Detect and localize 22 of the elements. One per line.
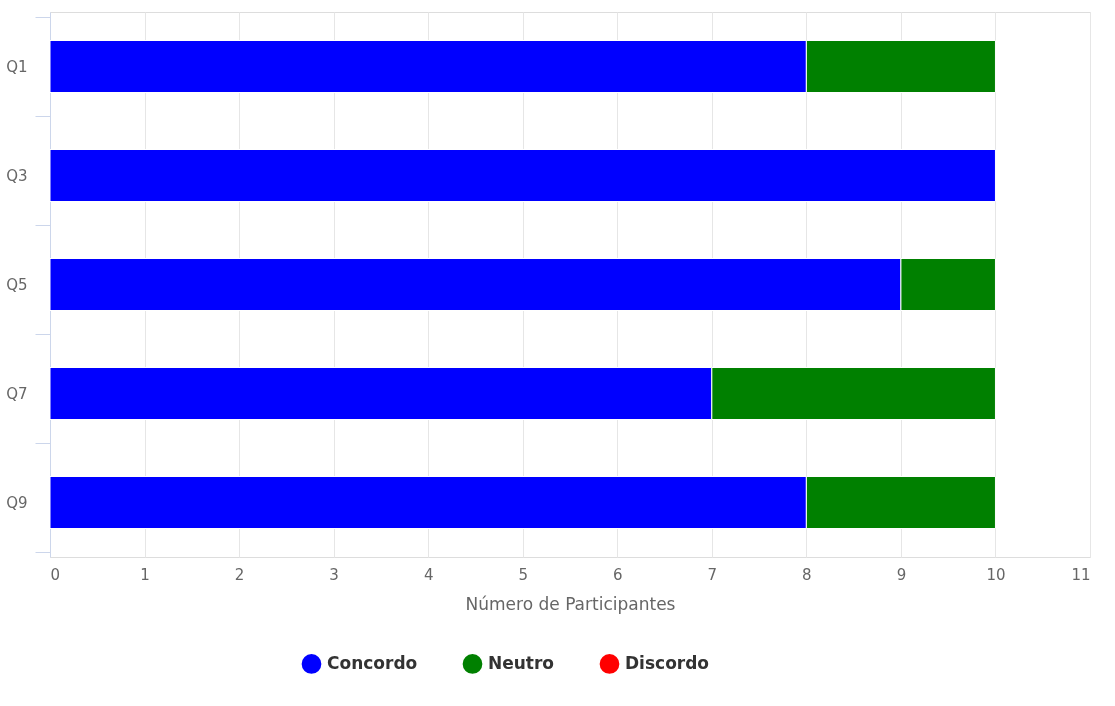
bar [49,149,996,202]
x-tick-label: 3 [329,565,339,584]
x-tick-label: 10 [986,565,1006,584]
x-tick-label: 5 [518,565,528,584]
x-tick-label: 2 [234,565,245,584]
y-tick-label: Q5 [6,276,28,294]
y-tick-label: Q7 [6,385,28,403]
x-tick-label: 11 [1071,565,1091,584]
y-tick-label: Q3 [6,167,28,185]
x-tick-label: 7 [707,565,718,584]
x-tick-label: 4 [423,565,434,584]
y-tick-label: Q9 [6,494,28,512]
legend-label: Neutro [488,652,555,673]
x-tick-label: 8 [802,565,812,584]
x-tick-label: 0 [50,565,61,584]
legend-label: Discordo [625,652,710,673]
x-tick-label: 9 [896,565,907,584]
x-axis-title: Número de Participantes [465,593,676,614]
x-tick-label: 1 [140,565,150,584]
y-tick-label: Q1 [6,58,28,76]
legend-label: Concordo [327,652,418,673]
x-tick-label: 6 [613,565,623,584]
